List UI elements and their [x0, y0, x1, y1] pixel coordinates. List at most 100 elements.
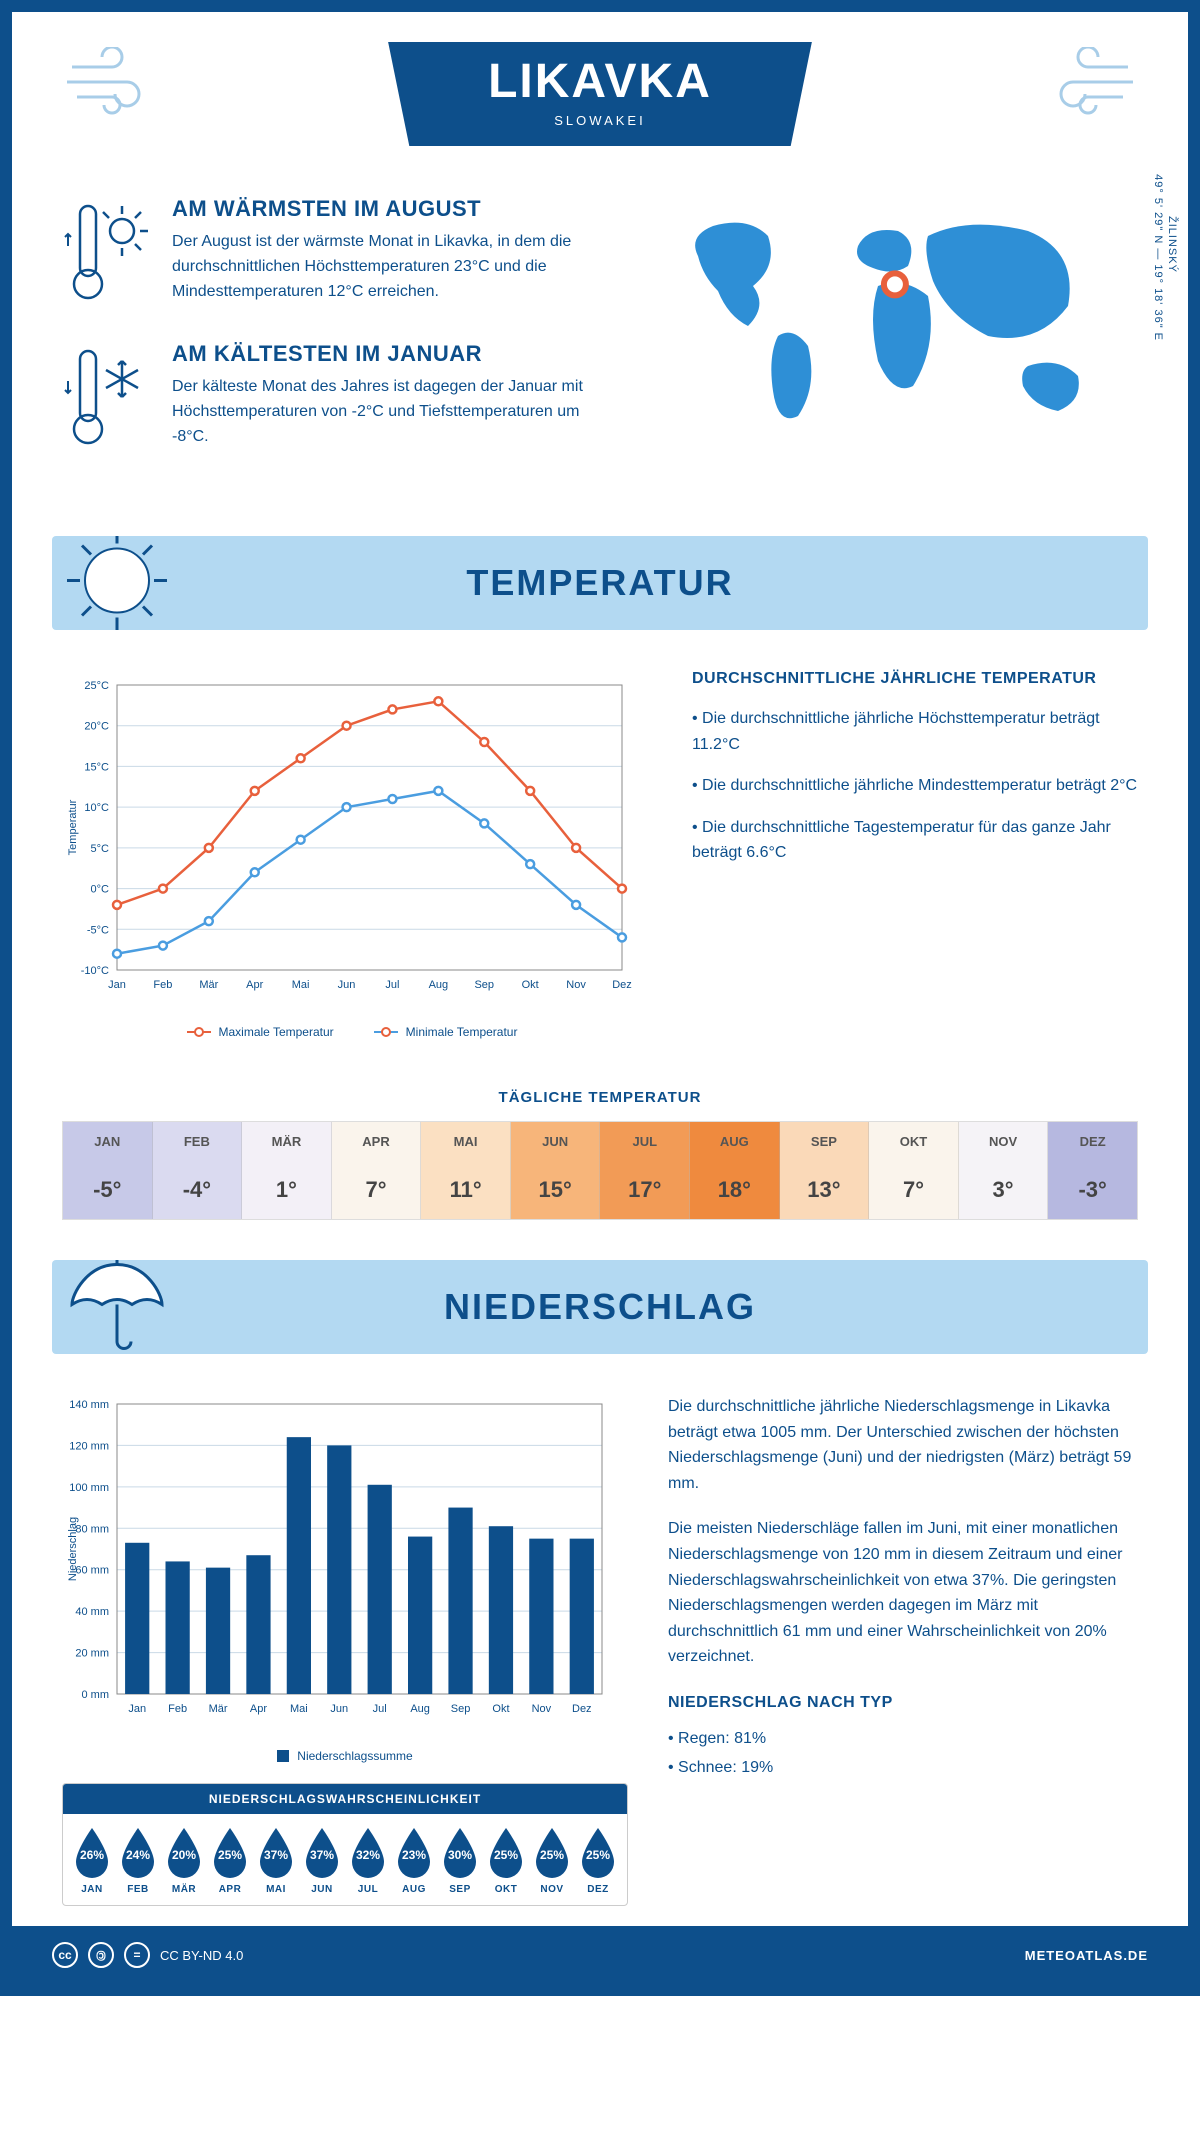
prob-cell: 25%OKT: [485, 1826, 527, 1895]
precip-p2: Die meisten Niederschläge fallen im Juni…: [668, 1516, 1138, 1670]
prob-cell: 25%APR: [209, 1826, 251, 1895]
svg-text:Nov: Nov: [532, 1703, 552, 1715]
temp-avg-day: • Die durchschnittliche Tagestemperatur …: [692, 815, 1138, 866]
svg-text:Aug: Aug: [410, 1703, 430, 1715]
sun-icon: [62, 536, 172, 630]
month-cell: NOV3°: [959, 1122, 1049, 1219]
svg-text:Mär: Mär: [209, 1703, 228, 1715]
temp-summary: DURCHSCHNITTLICHE JÄHRLICHE TEMPERATUR •…: [692, 670, 1138, 1039]
svg-text:10°C: 10°C: [84, 802, 109, 814]
svg-text:-5°C: -5°C: [87, 924, 109, 936]
prob-cell: 37%MAI: [255, 1826, 297, 1895]
title-banner: LIKAVKA SLOWAKEI: [388, 42, 812, 146]
svg-text:20 mm: 20 mm: [75, 1648, 109, 1660]
month-cell: JUN15°: [511, 1122, 601, 1219]
coldest-text: Der kälteste Monat des Jahres ist dagege…: [172, 375, 618, 449]
by-icon: 🄯: [88, 1942, 114, 1968]
country-name: SLOWAKEI: [488, 113, 712, 128]
umbrella-icon: [62, 1260, 172, 1354]
nd-icon: =: [124, 1942, 150, 1968]
svg-text:Apr: Apr: [250, 1703, 267, 1715]
svg-text:Sep: Sep: [474, 979, 494, 991]
svg-text:Jun: Jun: [330, 1703, 348, 1715]
precip-rain: • Regen: 81%: [668, 1726, 1138, 1752]
daily-temp-title: TÄGLICHE TEMPERATUR: [12, 1089, 1188, 1106]
wind-icon: [1038, 47, 1138, 122]
svg-text:Mai: Mai: [292, 979, 310, 991]
license: cc 🄯 = CC BY-ND 4.0: [52, 1942, 243, 1968]
precip-section-header: NIEDERSCHLAG: [52, 1260, 1148, 1354]
cc-icon: cc: [52, 1942, 78, 1968]
svg-text:Feb: Feb: [168, 1703, 187, 1715]
svg-text:120 mm: 120 mm: [69, 1440, 109, 1452]
svg-text:Mai: Mai: [290, 1703, 308, 1715]
header: LIKAVKA SLOWAKEI: [12, 12, 1188, 166]
prob-cell: 24%FEB: [117, 1826, 159, 1895]
svg-text:Dez: Dez: [572, 1703, 592, 1715]
svg-text:Aug: Aug: [429, 979, 449, 991]
temp-section-header: TEMPERATUR: [52, 536, 1148, 630]
prob-title: NIEDERSCHLAGSWAHRSCHEINLICHKEIT: [63, 1784, 627, 1814]
svg-text:0°C: 0°C: [91, 884, 110, 896]
svg-text:Jun: Jun: [338, 979, 356, 991]
svg-text:Okt: Okt: [492, 1703, 509, 1715]
precip-probability-box: NIEDERSCHLAGSWAHRSCHEINLICHKEIT 26%JAN24…: [62, 1783, 628, 1906]
thermometer-sun-icon: [62, 196, 152, 311]
month-cell: SEP13°: [780, 1122, 870, 1219]
prob-cell: 32%JUL: [347, 1826, 389, 1895]
svg-text:25°C: 25°C: [84, 680, 109, 692]
thermometer-snow-icon: [62, 341, 152, 456]
month-cell: JAN-5°: [63, 1122, 153, 1219]
prob-cell: 20%MÄR: [163, 1826, 205, 1895]
precip-legend: Niederschlagssumme: [62, 1749, 628, 1763]
svg-text:0 mm: 0 mm: [82, 1689, 110, 1701]
city-name: LIKAVKA: [488, 54, 712, 109]
warmest-title: AM WÄRMSTEN IM AUGUST: [172, 196, 618, 222]
site-name: METEOATLAS.DE: [1025, 1948, 1148, 1963]
prob-cell: 37%JUN: [301, 1826, 343, 1895]
svg-text:-10°C: -10°C: [81, 965, 109, 977]
month-cell: APR7°: [332, 1122, 422, 1219]
warmest-fact: AM WÄRMSTEN IM AUGUST Der August ist der…: [62, 196, 618, 311]
precip-summary: Die durchschnittliche jährliche Niedersc…: [668, 1394, 1138, 1906]
month-cell: JUL17°: [600, 1122, 690, 1219]
svg-text:Sep: Sep: [451, 1703, 471, 1715]
month-cell: OKT7°: [869, 1122, 959, 1219]
svg-text:Jul: Jul: [385, 979, 399, 991]
month-cell: FEB-4°: [153, 1122, 243, 1219]
svg-text:Okt: Okt: [522, 979, 539, 991]
temp-avg-min: • Die durchschnittliche jährliche Mindes…: [692, 773, 1138, 799]
svg-text:5°C: 5°C: [91, 843, 110, 855]
svg-text:140 mm: 140 mm: [69, 1399, 109, 1411]
svg-text:Nov: Nov: [566, 979, 586, 991]
precip-p1: Die durchschnittliche jährliche Niedersc…: [668, 1394, 1138, 1496]
month-cell: DEZ-3°: [1048, 1122, 1137, 1219]
warmest-text: Der August ist der wärmste Monat in Lika…: [172, 230, 618, 304]
svg-text:100 mm: 100 mm: [69, 1482, 109, 1494]
precip-snow: • Schnee: 19%: [668, 1755, 1138, 1781]
svg-text:40 mm: 40 mm: [75, 1606, 109, 1618]
prob-cell: 25%DEZ: [577, 1826, 619, 1895]
month-cell: AUG18°: [690, 1122, 780, 1219]
svg-text:Feb: Feb: [153, 979, 172, 991]
world-map: ŽILINSKÝ 49° 5' 29" N — 19° 18' 36" E: [658, 196, 1138, 486]
region-label: ŽILINSKÝ: [1166, 216, 1178, 273]
temp-avg-title: DURCHSCHNITTLICHE JÄHRLICHE TEMPERATUR: [692, 670, 1138, 688]
prob-cell: 25%NOV: [531, 1826, 573, 1895]
svg-text:Niederschlag: Niederschlag: [67, 1517, 79, 1581]
license-text: CC BY-ND 4.0: [160, 1948, 243, 1963]
svg-text:60 mm: 60 mm: [75, 1565, 109, 1577]
svg-text:15°C: 15°C: [84, 761, 109, 773]
daily-temp-grid: JAN-5°FEB-4°MÄR1°APR7°MAI11°JUN15°JUL17°…: [62, 1121, 1138, 1220]
svg-text:Jul: Jul: [373, 1703, 387, 1715]
temp-title: TEMPERATUR: [72, 562, 1128, 604]
temperature-chart: -10°C-5°C0°C5°C10°C15°C20°C25°CJanFebMär…: [62, 670, 642, 1039]
intro-section: AM WÄRMSTEN IM AUGUST Der August ist der…: [12, 166, 1188, 516]
wind-icon: [62, 47, 162, 122]
coldest-fact: AM KÄLTESTEN IM JANUAR Der kälteste Mona…: [62, 341, 618, 456]
svg-text:Mär: Mär: [199, 979, 218, 991]
svg-text:Apr: Apr: [246, 979, 263, 991]
svg-text:80 mm: 80 mm: [75, 1523, 109, 1535]
month-cell: MÄR1°: [242, 1122, 332, 1219]
precip-chart: 0 mm 20 mm 40 mm 60 mm 80 mm 100 mm 120 mm 140 …: [62, 1394, 628, 1763]
